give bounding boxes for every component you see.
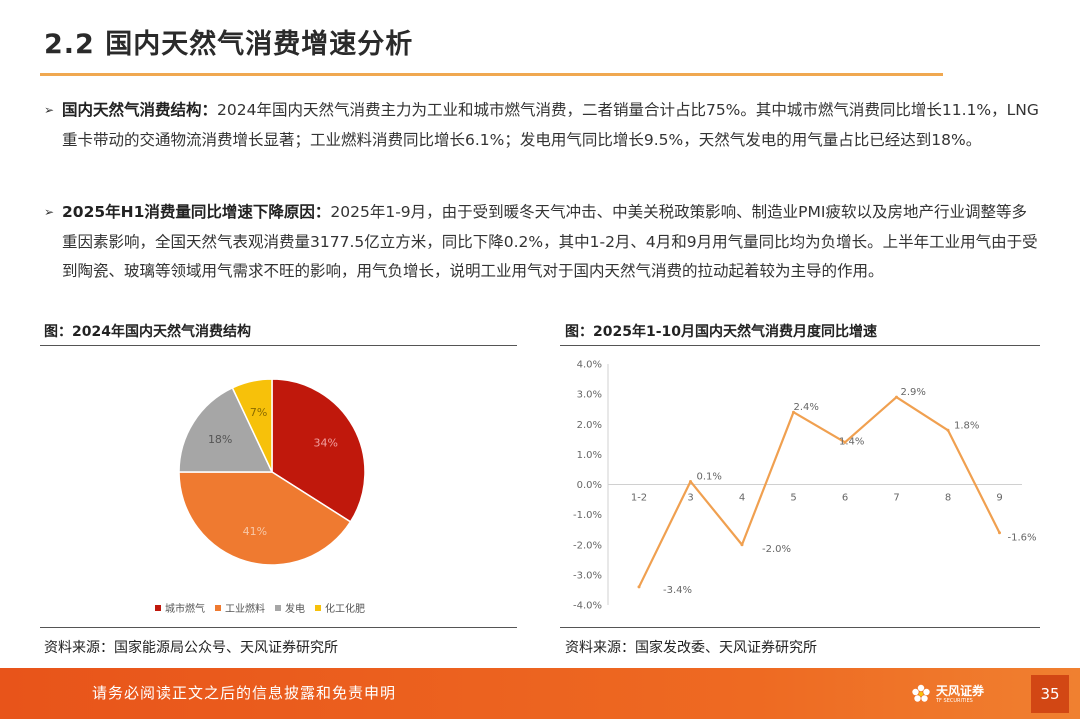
- left-figure-bottom-rule: [40, 627, 517, 628]
- x-tick-label: 6: [842, 493, 848, 504]
- footer-bar: 请务必阅读正文之后的信息披露和免责申明 天风证券 TF SECURITIES: [0, 668, 1080, 719]
- pie-slice-2: [178, 471, 352, 566]
- title-divider: [40, 73, 943, 76]
- pie-data-label: 7%: [250, 406, 267, 419]
- line-data-label: -2.0%: [762, 544, 791, 555]
- pie-legend-item: 工业燃料: [215, 600, 265, 615]
- data-point: [740, 543, 744, 547]
- line-data-label: 0.1%: [697, 471, 722, 482]
- line-data-label: 1.8%: [954, 420, 979, 431]
- y-tick-label: 3.0%: [577, 390, 602, 401]
- data-point: [792, 410, 795, 414]
- legend-label: 工业燃料: [225, 604, 265, 615]
- left-figure-top-rule: [40, 345, 517, 346]
- legend-label: 化工化肥: [325, 604, 365, 615]
- line-data-label: -3.4%: [663, 585, 692, 596]
- pie-data-label: 18%: [208, 433, 232, 446]
- pie-data-label: 41%: [243, 525, 267, 538]
- line-chart: 4.0% 3.0% 2.0% 1.0% 0.0% -1.0% -2.0% -3.0% -4.0%…: [573, 360, 1037, 612]
- arrow-bullet-icon: ➢: [44, 205, 55, 219]
- y-tick-label: -1.0%: [573, 510, 602, 521]
- y-tick-label: 1.0%: [577, 450, 602, 461]
- x-tick-label: 5: [790, 493, 796, 504]
- x-tick-label: 3: [687, 493, 693, 504]
- logo-chinese-name: 天风证券: [936, 683, 985, 698]
- data-point: [998, 531, 1001, 535]
- bullet-consumption-structure: ➢ 国内天然气消费结构：2024年国内天然气消费主力为工业和城市燃气消费，二者销量…: [44, 96, 1042, 155]
- page-number: 35: [1031, 675, 1069, 713]
- data-point: [895, 395, 898, 399]
- legend-swatch: [315, 604, 321, 611]
- left-figure-caption: 图：2024年国内天然气消费结构: [44, 324, 251, 340]
- legend-swatch: [215, 604, 221, 611]
- data-point: [637, 585, 641, 589]
- pie-legend-item: 发电: [275, 600, 305, 615]
- x-tick-label: 1-2: [631, 493, 647, 504]
- left-figure-source: 资料来源：国家能源局公众号、天风证券研究所: [44, 640, 338, 656]
- x-tick-label: 4: [739, 493, 745, 504]
- series-line: [638, 396, 1001, 588]
- legend-swatch: [275, 604, 281, 611]
- bullet-body: 2025年1-9月，由于受到暖冬天气冲击、中美关税政策影响、制造业PMI疲软以及…: [62, 203, 1038, 280]
- data-point: [946, 428, 950, 432]
- logo-english-name: TF SECURITIES: [936, 697, 973, 704]
- company-logo: 天风证券 TF SECURITIES: [910, 679, 1010, 709]
- bullet-heading: 2025年H1消费量同比增速下降原因：: [62, 203, 331, 221]
- right-figure-bottom-rule: [560, 627, 1040, 628]
- footer-disclaimer: 请务必阅读正文之后的信息披露和免责申明: [92, 684, 397, 702]
- x-tick-label: 9: [996, 493, 1002, 504]
- right-figure-caption: 图：2025年1-10月国内天然气消费月度同比增速: [565, 324, 877, 340]
- x-tick-label: 7: [893, 493, 899, 504]
- slide-title: 2.2 国内天然气消费增速分析: [44, 29, 414, 60]
- bullet-heading: 国内天然气消费结构：: [62, 101, 218, 119]
- legend-label: 城市燃气: [165, 604, 205, 615]
- y-tick-label: -4.0%: [573, 601, 602, 612]
- legend-label: 发电: [285, 604, 305, 615]
- line-data-label: -1.6%: [1008, 533, 1037, 544]
- pie-slice-4: [231, 378, 273, 473]
- pie-legend: 城市燃气 工业燃料 发电 化工化肥: [155, 600, 365, 615]
- arrow-bullet-icon: ➢: [44, 103, 55, 117]
- y-tick-label: -2.0%: [573, 540, 602, 551]
- right-figure-top-rule: [560, 345, 1040, 346]
- bullet-body: 2024年国内天然气消费主力为工业和城市燃气消费，二者销量合计占比75%。其中城…: [62, 101, 1039, 149]
- bullet-growth-decline-reason: ➢ 2025年H1消费量同比增速下降原因：2025年1-9月，由于受到暖冬天气冲击…: [44, 198, 1042, 287]
- data-point: [843, 440, 847, 444]
- y-tick-label: 0.0%: [577, 480, 602, 491]
- line-data-label: 1.4%: [839, 436, 864, 447]
- y-tick-label: 4.0%: [577, 360, 602, 371]
- line-data-label: 2.4%: [794, 402, 819, 413]
- data-point: [689, 479, 692, 483]
- pie-data-label: 34%: [314, 436, 338, 449]
- pie-chart: 34% 41% 18% 7%: [178, 378, 366, 566]
- legend-swatch: [155, 604, 161, 611]
- pie-legend-item: 城市燃气: [155, 600, 205, 615]
- x-tick-label: 8: [945, 493, 951, 504]
- y-tick-label: -3.0%: [573, 570, 602, 581]
- y-tick-label: 2.0%: [577, 420, 602, 431]
- pie-legend-item: 化工化肥: [315, 600, 365, 615]
- right-figure-source: 资料来源：国家发改委、天风证券研究所: [565, 640, 817, 656]
- line-data-label: 2.9%: [901, 387, 926, 398]
- pie-slice-3: [178, 386, 274, 473]
- flower-logo-icon: [912, 684, 930, 702]
